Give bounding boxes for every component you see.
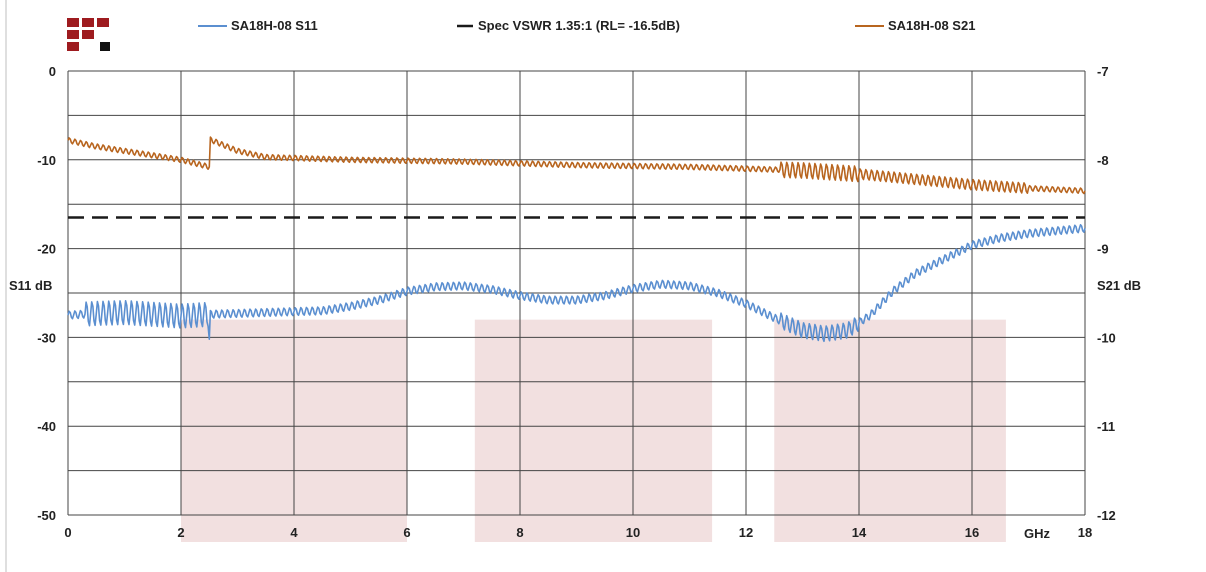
x-tick-label-9: 18 xyxy=(1078,525,1092,540)
x-tick-label-0: 0 xyxy=(64,525,71,540)
x-tick-label-1: 2 xyxy=(177,525,184,540)
company-logo xyxy=(67,18,110,51)
y-right-tick-label-2: -9 xyxy=(1097,242,1109,257)
series-line-1 xyxy=(67,224,1086,343)
shaded-band-2 xyxy=(474,319,713,542)
y-right-tick-label-4: -11 xyxy=(1097,419,1115,434)
x-tick-label-8: 16 xyxy=(965,525,979,540)
y-right-tick-label-5: -12 xyxy=(1097,508,1116,523)
series-line-3 xyxy=(67,136,1086,195)
y-left-tick-label-2: -20 xyxy=(37,242,56,257)
y-right-tick-label-1: -8 xyxy=(1097,153,1109,168)
x-tick-label-7: 14 xyxy=(852,525,867,540)
legend-label-s11: SA18H-08 S11 xyxy=(231,18,318,33)
y-left-tick-label-3: -30 xyxy=(37,330,56,345)
x-axis-unit-label: GHz xyxy=(1024,526,1051,541)
legend-label-spec: Spec VSWR 1.35:1 (RL= -16.5dB) xyxy=(478,18,680,33)
y-left-tick-label-5: -50 xyxy=(37,508,56,523)
legend: SA18H-08 S11 Spec VSWR 1.35:1 (RL= -16.5… xyxy=(198,18,975,33)
x-tick-label-5: 10 xyxy=(626,525,640,540)
y-left-tick-label-1: -10 xyxy=(37,153,56,168)
legend-label-s21: SA18H-08 S21 xyxy=(888,18,975,33)
x-tick-label-4: 8 xyxy=(516,525,523,540)
gridlines xyxy=(67,70,1086,516)
x-tick-label-6: 12 xyxy=(739,525,753,540)
y-left-axis-title: S11 dB xyxy=(9,278,52,293)
y-right-axis-title: S21 dB xyxy=(1097,278,1141,293)
y-right-tick-label-0: -7 xyxy=(1097,64,1109,79)
y-left-tick-label-0: 0 xyxy=(49,64,56,79)
y-right-tick-label-3: -10 xyxy=(1097,330,1116,345)
x-tick-label-2: 4 xyxy=(290,525,298,540)
y-left-tick-label-4: -40 xyxy=(37,419,56,434)
shaded-band-3 xyxy=(774,319,1006,542)
shaded-bands xyxy=(181,319,1006,542)
x-tick-label-3: 6 xyxy=(403,525,410,540)
tick-labels: 0 2 4 6 8 10 12 14 16 18 0 -10 -20 -30 -40 -50 -7 -8 -9 -10… xyxy=(37,64,1116,540)
series-lines xyxy=(67,136,1086,343)
